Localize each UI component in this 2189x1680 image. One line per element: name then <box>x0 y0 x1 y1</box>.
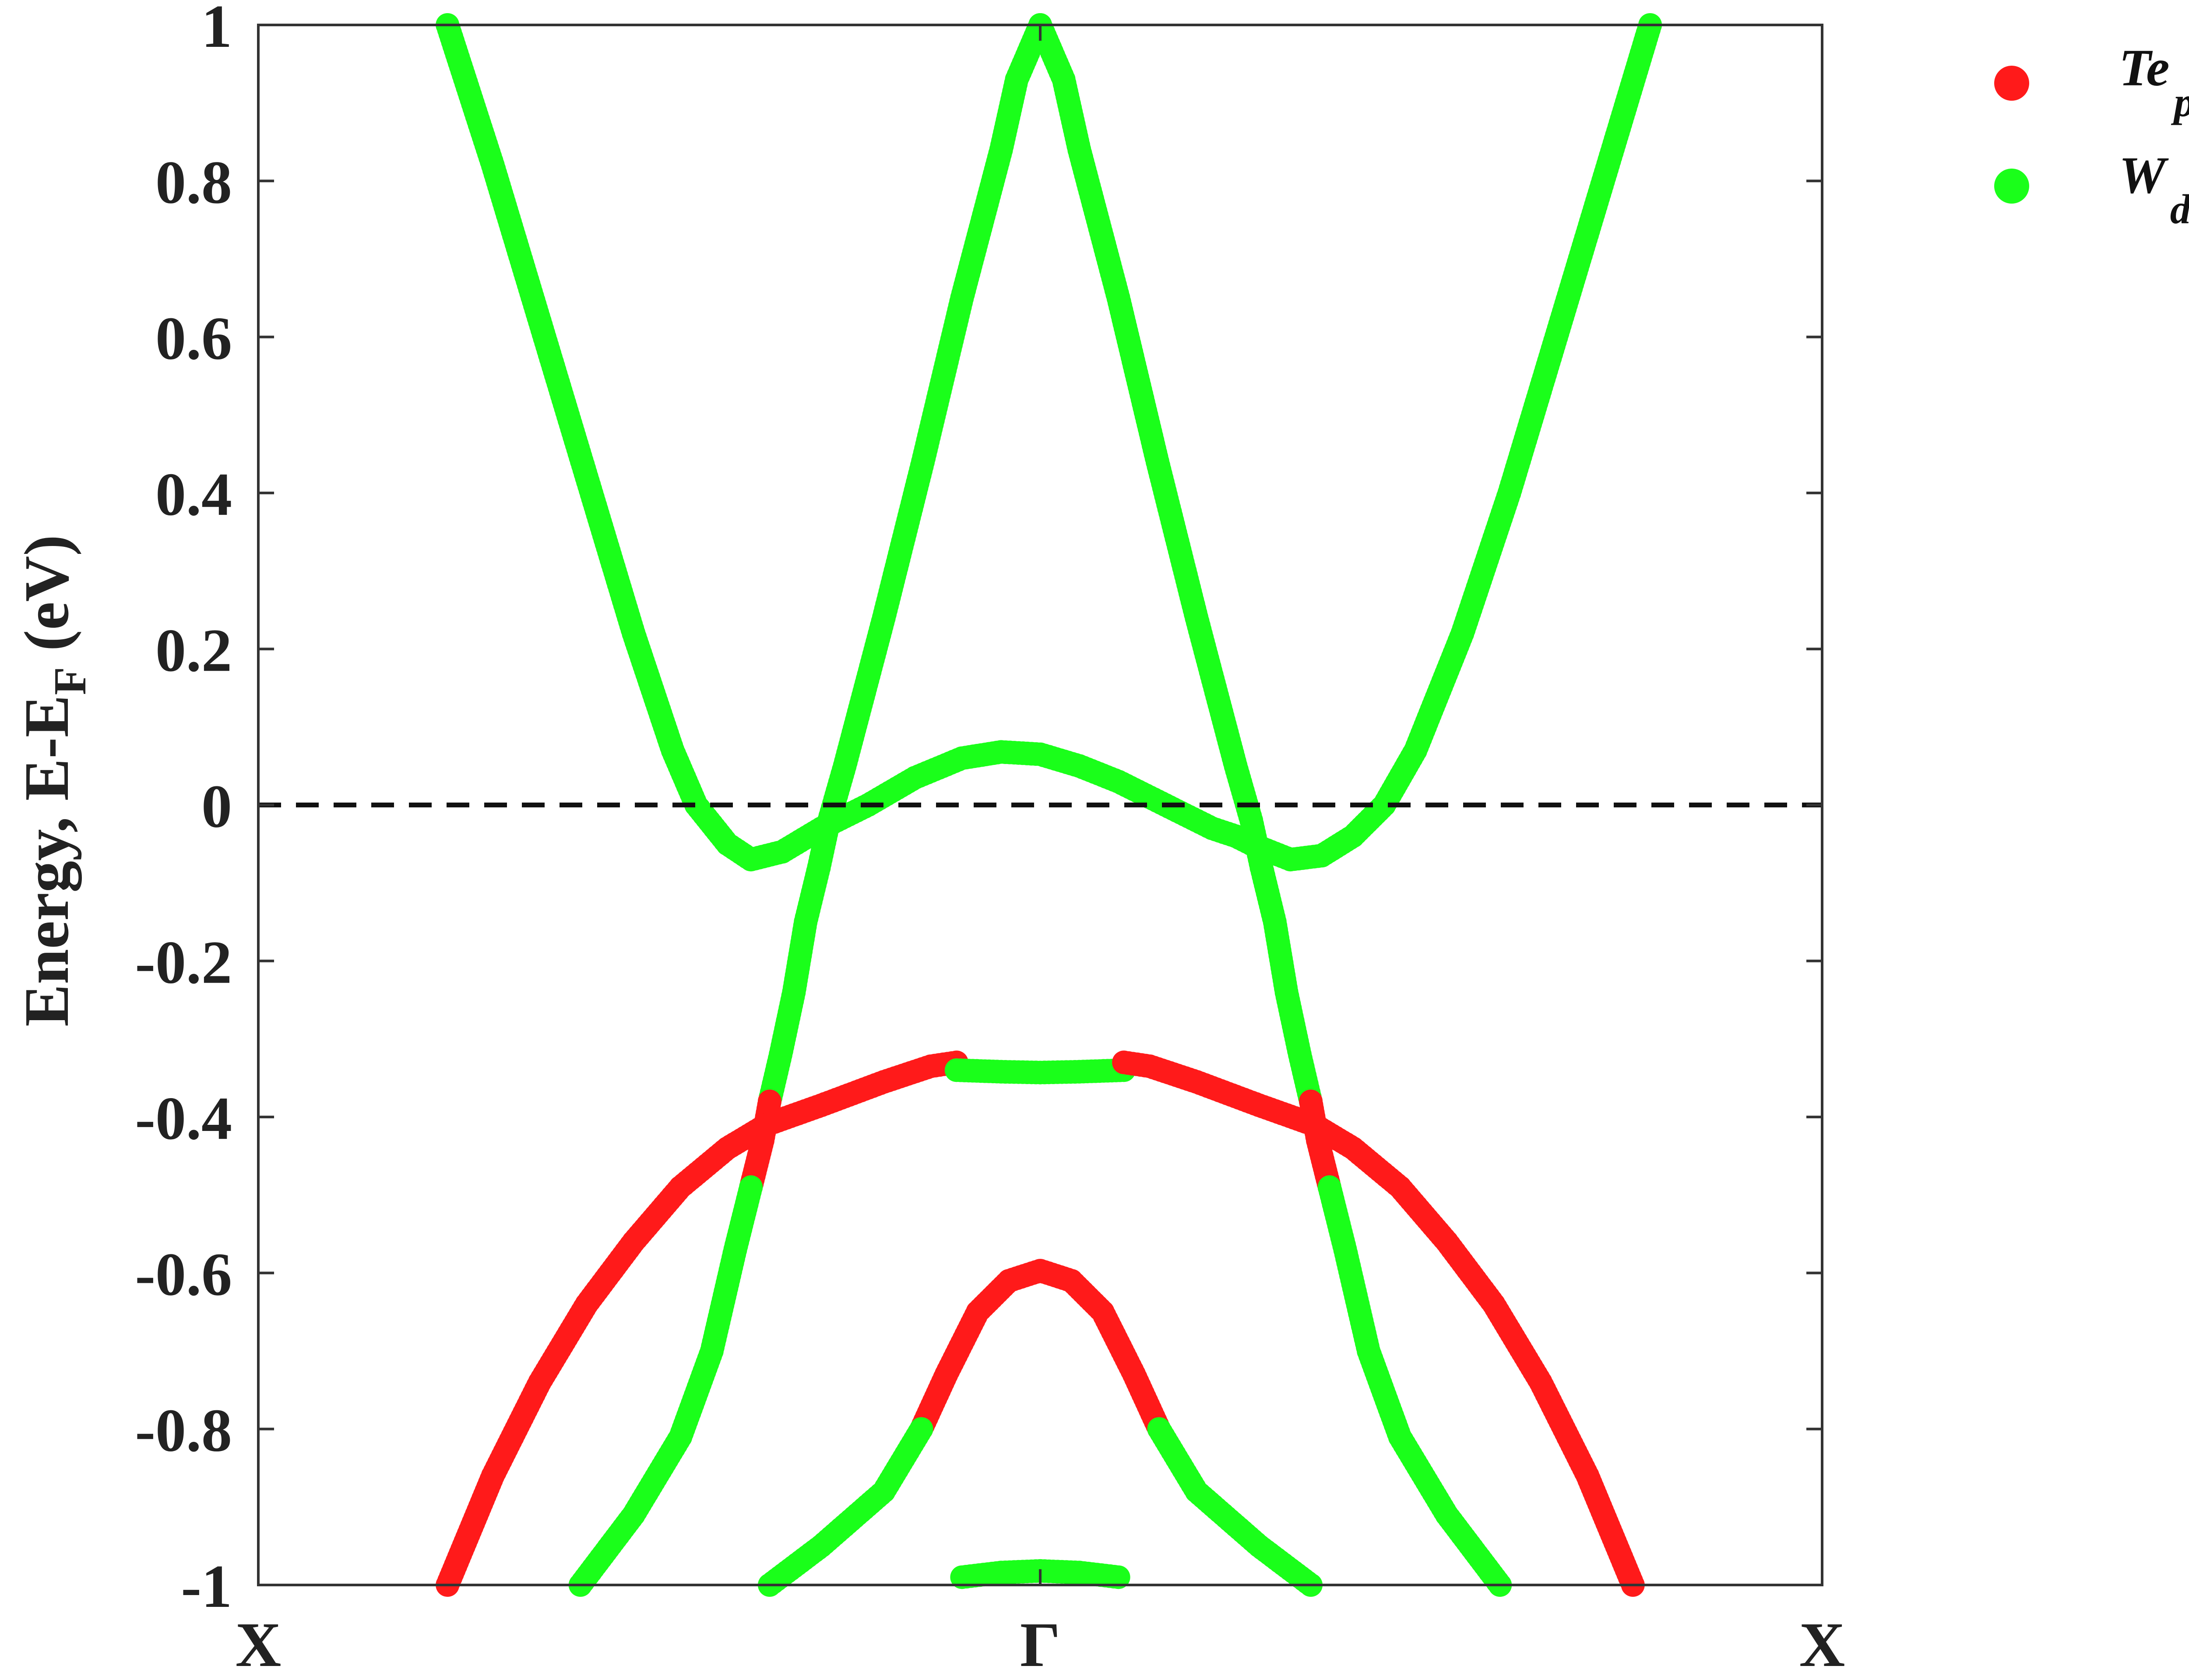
y-tick-label: -0.2 <box>135 929 232 997</box>
band-segment-10 <box>1317 1175 1512 1597</box>
y-tick-label: 0.8 <box>155 148 232 216</box>
y-tick-label: 0.6 <box>155 305 232 373</box>
legend-label-te-sub: p <box>2171 79 2189 125</box>
band-segment-11 <box>436 1113 778 1597</box>
legend-label-w-name: W <box>2119 146 2169 204</box>
legend-item-w-d: Wd <box>1994 146 2189 232</box>
y-tick-label: 0.2 <box>155 616 232 684</box>
legend-label-w-sub: d <box>2170 186 2189 232</box>
y-tick-label: -1 <box>181 1553 232 1620</box>
x-tick-label: Γ <box>1020 1610 1060 1680</box>
legend: Tep Wd <box>1994 39 2189 232</box>
y-tick-label: 1 <box>201 0 232 60</box>
y-tick-label: 0.4 <box>155 461 232 528</box>
y-axis-title-sub: F <box>44 667 95 695</box>
band-point <box>1106 1565 1130 1589</box>
y-tick-label: -0.6 <box>135 1240 232 1308</box>
tick-labels-layer: 10.80.60.40.20-0.2-0.4-0.6-0.8-1X Γ X <box>135 0 1845 1680</box>
legend-label-te-name: Te <box>2119 39 2170 97</box>
legend-label-w: Wd <box>2119 146 2189 232</box>
band-segment-14 <box>1112 1050 1326 1137</box>
ticks-layer <box>257 24 1823 1586</box>
band-segment-3 <box>807 13 1052 879</box>
band-segment-18 <box>1147 1417 1323 1597</box>
band-segment-0 <box>436 13 794 872</box>
band-segment-2 <box>1239 13 1662 872</box>
band-segment-6 <box>1249 856 1323 1113</box>
band-segment-15 <box>1302 1113 1645 1597</box>
x-tick-label: X <box>236 1610 282 1680</box>
band-segment-4 <box>1028 13 1274 879</box>
band-segment-16 <box>909 1259 1171 1441</box>
legend-label-te: Tep <box>2119 39 2189 125</box>
y-tick-label: -0.4 <box>135 1085 232 1152</box>
band-segment-13 <box>944 1058 1136 1085</box>
y-tick-label: 0 <box>201 773 232 841</box>
band-segment-5 <box>758 856 831 1113</box>
legend-swatch-te <box>1994 66 2029 101</box>
y-axis-title-tail: (eV) <box>12 535 82 667</box>
y-axis-title: Energy, E-EF (eV) <box>12 535 95 1026</box>
band-segment-19 <box>950 1559 1130 1589</box>
band-segment-9 <box>568 1175 763 1597</box>
x-tick-label: X <box>1799 1610 1845 1680</box>
legend-item-te-p: Tep <box>1994 39 2189 125</box>
legend-swatch-w <box>1994 169 2029 204</box>
bands-layer <box>436 13 1662 1597</box>
y-tick-label: -0.8 <box>135 1397 232 1465</box>
band-segment-17 <box>758 1417 933 1597</box>
y-axis-title-main: Energy, E-E <box>12 695 82 1026</box>
